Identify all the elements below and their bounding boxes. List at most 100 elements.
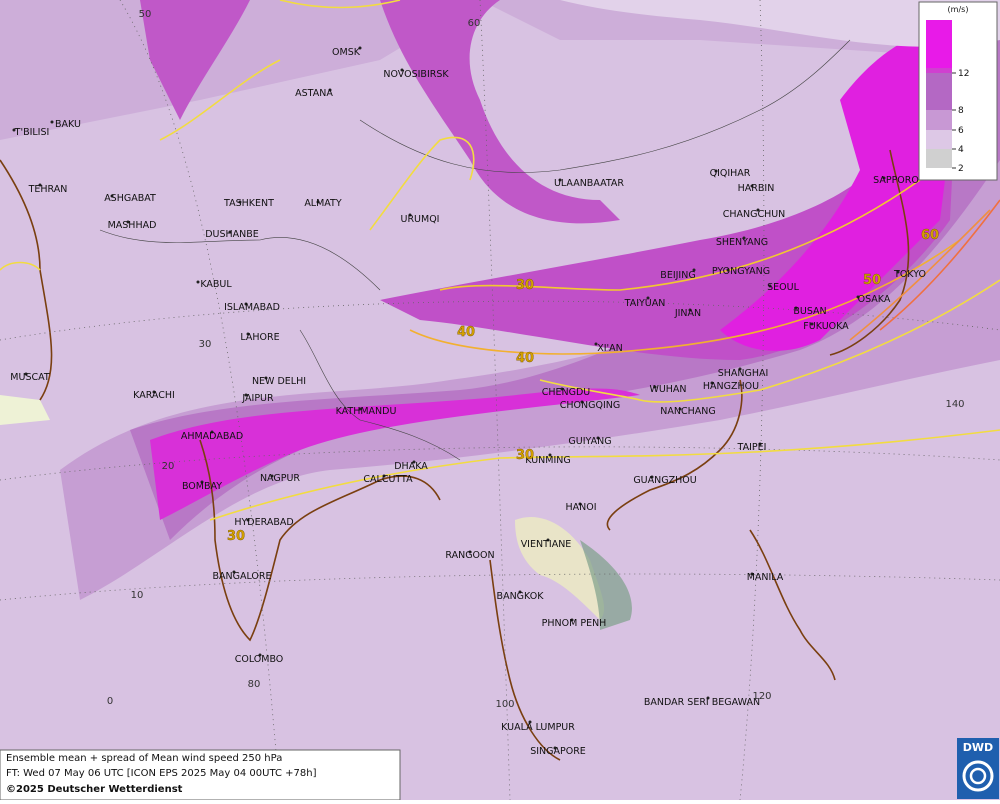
legend-unit: (m/s)	[948, 5, 969, 14]
city-label: PYONGYANG	[712, 266, 770, 277]
coastlines	[0, 149, 910, 761]
graticule-label: 20	[162, 461, 175, 472]
city-label: NAGPUR	[260, 473, 300, 484]
contour-label: 30	[516, 448, 534, 463]
city-marker	[742, 236, 746, 240]
city-label: TAIYUAN	[624, 298, 666, 309]
graticule-label: 60	[468, 18, 481, 29]
city-label: AHMADABAD	[181, 431, 243, 442]
city-label: HYDERABAD	[234, 517, 293, 528]
city-label: JINAN	[674, 308, 701, 319]
city-marker	[232, 570, 236, 574]
city-marker	[570, 618, 574, 622]
city-label: BEIJING	[660, 270, 695, 281]
city-marker	[856, 295, 860, 299]
city-marker	[382, 474, 386, 478]
legend-label: 8	[958, 106, 964, 116]
isotachs	[0, 0, 1000, 521]
city-label: SHANGHAI	[718, 368, 769, 379]
city-label: SEOUL	[767, 282, 799, 293]
legend-label: 12	[958, 69, 969, 79]
city-marker	[518, 590, 522, 594]
legend-swatch	[926, 73, 952, 110]
city-label: SAPPORO	[873, 175, 919, 186]
logo-text: DWD	[963, 741, 993, 754]
city-label: CHENGDU	[542, 387, 591, 398]
caption-line: ©2025 Deutscher Wetterdienst	[6, 784, 183, 795]
city-marker	[126, 220, 130, 224]
city-marker	[750, 572, 754, 576]
city-marker	[738, 367, 742, 371]
city-marker	[688, 308, 692, 312]
city-marker	[558, 178, 562, 182]
city-marker	[264, 376, 268, 380]
city-label: COLOMBO	[235, 654, 284, 665]
city-label: FUKUOKA	[803, 321, 849, 332]
city-label: BUSAN	[793, 306, 826, 317]
city-marker	[560, 387, 564, 391]
spread-fields	[0, 0, 1000, 600]
city-marker	[710, 381, 714, 385]
city-label: HANOI	[565, 502, 596, 513]
legend-label: 2	[958, 164, 964, 174]
city-marker	[882, 176, 886, 180]
city-label: TASHKENT	[223, 198, 274, 209]
city-label: ISLAMABAD	[224, 302, 280, 313]
city-label: WUHAN	[649, 384, 686, 395]
city-label: ASHGABAT	[104, 193, 156, 204]
city-label: XI'AN	[597, 343, 623, 354]
caption: Ensemble mean + spread of Mean wind spee…	[0, 749, 401, 801]
city-label: CHANGCHUN	[723, 209, 786, 220]
city-marker	[653, 385, 657, 389]
city-marker	[50, 120, 54, 124]
city-label: GUANGZHOU	[633, 475, 696, 486]
city-marker	[328, 88, 332, 92]
city-label: HARBIN	[738, 183, 775, 194]
legend-swatch	[926, 149, 952, 168]
city-label: PHNOM PENH	[542, 618, 607, 629]
borders	[99, 39, 851, 461]
contour-label: 40	[516, 351, 534, 366]
city-label: MUSCAT	[10, 372, 50, 383]
city-marker	[726, 268, 730, 272]
city-label: ALMATY	[304, 198, 342, 209]
city-label: ASTANA	[295, 88, 333, 99]
contour-label: 40	[457, 325, 475, 340]
city-marker	[810, 322, 814, 326]
city-label: BANGALORE	[212, 571, 271, 582]
city-marker	[553, 746, 557, 750]
city-label: CHONGQING	[560, 400, 620, 411]
city-label: OSAKA	[858, 294, 891, 305]
city-marker	[412, 460, 416, 464]
legend-swatch	[926, 130, 952, 149]
logo: DWD	[957, 738, 999, 799]
city-marker	[546, 538, 550, 542]
city-label: JAIPUR	[241, 393, 274, 404]
contour-label: 30	[516, 278, 534, 293]
graticule-label: 50	[139, 9, 152, 20]
contour-label: 60	[921, 228, 939, 243]
city-marker	[692, 268, 696, 272]
contour-label: 30	[227, 529, 245, 544]
city-label: MASHHAD	[108, 220, 157, 231]
city-marker	[468, 550, 472, 554]
city-marker	[200, 480, 204, 484]
city-marker	[358, 46, 362, 50]
city-marker	[316, 200, 320, 204]
city-marker	[400, 68, 404, 72]
legend-swatch	[926, 68, 952, 73]
city-marker	[258, 653, 262, 657]
city-marker	[528, 720, 532, 724]
graticule-label: 120	[752, 691, 771, 702]
city-label: DUSHANBE	[205, 229, 259, 240]
legend-swatch	[926, 110, 952, 130]
city-marker	[38, 183, 42, 187]
city-marker	[594, 342, 598, 346]
land-highlights	[0, 395, 632, 630]
city-marker	[678, 407, 682, 411]
city-marker	[408, 213, 412, 217]
city-label: TOKYO	[893, 269, 926, 280]
city-label: QIQIHAR	[710, 168, 751, 179]
city-label: LAHORE	[240, 332, 279, 343]
